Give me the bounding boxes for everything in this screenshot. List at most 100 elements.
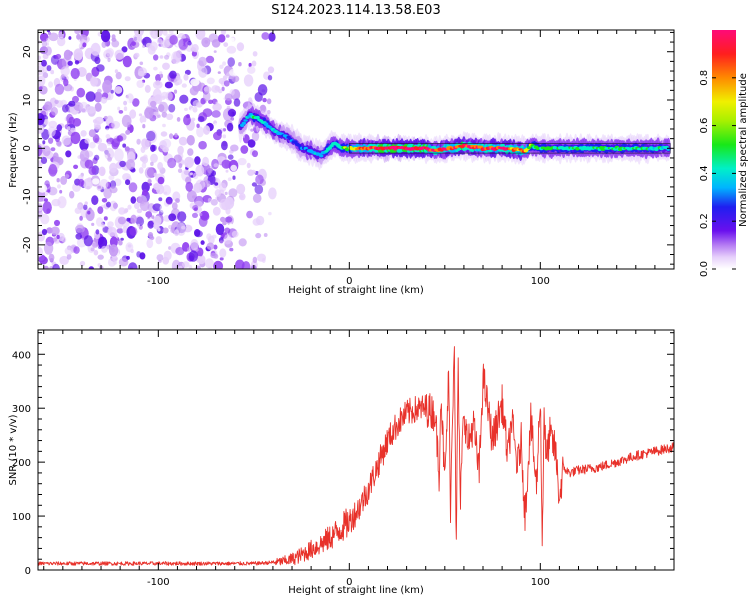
noise-blob bbox=[208, 33, 219, 43]
noise-blob bbox=[196, 126, 204, 138]
noise-blob bbox=[217, 71, 221, 74]
noise-blob bbox=[63, 78, 69, 87]
noise-blob bbox=[48, 120, 58, 129]
spectrogram-y-axis-label: Frequency (Hz) bbox=[8, 112, 19, 188]
noise-blob bbox=[52, 237, 58, 242]
noise-blob bbox=[139, 115, 147, 124]
noise-blob bbox=[138, 113, 143, 117]
noise-blob bbox=[191, 44, 199, 53]
noise-blob bbox=[76, 33, 81, 40]
noise-blob bbox=[187, 148, 194, 156]
noise-blob bbox=[229, 247, 234, 252]
noise-blob bbox=[159, 55, 164, 59]
noise-blob bbox=[136, 251, 142, 258]
noise-blob bbox=[175, 198, 180, 203]
noise-blob bbox=[139, 61, 144, 66]
noise-blob bbox=[222, 61, 227, 66]
noise-blob bbox=[57, 184, 61, 189]
noise-blob bbox=[119, 97, 130, 109]
noise-blob bbox=[114, 148, 124, 162]
noise-blob bbox=[215, 101, 219, 106]
noise-blob bbox=[162, 62, 170, 70]
noise-blob bbox=[62, 104, 69, 113]
noise-blob bbox=[116, 135, 124, 142]
noise-blob bbox=[139, 200, 145, 205]
noise-blob bbox=[169, 30, 174, 34]
spectrogram-x-axis-label: Height of straight line (km) bbox=[288, 285, 424, 296]
noise-blob bbox=[50, 226, 60, 236]
noise-blob bbox=[268, 187, 277, 200]
noise-blob bbox=[241, 261, 251, 269]
noise-blob bbox=[94, 102, 102, 112]
noise-blob bbox=[129, 226, 138, 236]
noise-blob bbox=[255, 174, 264, 185]
noise-blob bbox=[268, 32, 276, 42]
noise-blob bbox=[230, 164, 237, 172]
noise-blob bbox=[80, 130, 87, 137]
noise-blob bbox=[41, 40, 48, 48]
noise-blob bbox=[40, 213, 50, 225]
noise-blob bbox=[48, 253, 55, 262]
noise-blob bbox=[126, 255, 130, 260]
noise-blob bbox=[135, 216, 145, 227]
noise-blob bbox=[46, 37, 50, 43]
noise-blob bbox=[213, 50, 217, 53]
noise-blob bbox=[70, 68, 80, 79]
noise-blob bbox=[155, 184, 165, 195]
noise-blob bbox=[102, 79, 113, 94]
snr-series-line bbox=[38, 346, 674, 566]
noise-blob bbox=[254, 184, 264, 195]
colorbar-tick-labels: 0.0 0.2 0.4 0.6 0.8 bbox=[699, 70, 710, 277]
noise-blob bbox=[94, 56, 101, 65]
noise-blob bbox=[44, 101, 53, 111]
noise-blob bbox=[79, 101, 89, 113]
noise-blob bbox=[219, 64, 224, 70]
noise-blob bbox=[142, 139, 150, 150]
noise-blob bbox=[251, 169, 257, 175]
noise-blob bbox=[213, 131, 222, 141]
noise-blob bbox=[134, 202, 140, 210]
noise-blob bbox=[179, 94, 189, 104]
noise-blob bbox=[40, 156, 48, 164]
noise-blob bbox=[38, 183, 48, 193]
noise-blob bbox=[75, 233, 82, 240]
noise-blob bbox=[252, 193, 262, 203]
snr-y-tick-labels: 0 100 200 300 400 bbox=[12, 350, 31, 577]
noise-blob bbox=[68, 36, 72, 40]
noise-blob bbox=[186, 135, 195, 146]
noise-blob bbox=[214, 182, 219, 186]
noise-blob bbox=[38, 55, 42, 61]
noise-blob bbox=[88, 266, 94, 269]
noise-blob bbox=[198, 66, 208, 78]
noise-blob bbox=[207, 165, 213, 174]
noise-blob bbox=[41, 129, 50, 140]
noise-blob bbox=[256, 43, 267, 53]
noise-blob bbox=[95, 217, 104, 227]
snr-frame bbox=[37, 329, 675, 571]
noise-blob bbox=[75, 224, 85, 233]
noise-blob bbox=[115, 71, 122, 80]
noise-blob bbox=[224, 196, 235, 210]
snr-y-tick-label: 300 bbox=[12, 404, 31, 415]
noise-blob bbox=[202, 91, 211, 102]
noise-blob bbox=[111, 121, 121, 129]
noise-blob bbox=[262, 97, 267, 103]
noise-blob bbox=[118, 110, 124, 114]
noise-blob bbox=[70, 127, 76, 133]
noise-blob bbox=[167, 157, 177, 169]
snr-y-tick-label: 0 bbox=[25, 566, 31, 577]
snr-background bbox=[38, 330, 674, 570]
noise-blob bbox=[151, 215, 155, 220]
noise-blob bbox=[212, 123, 222, 131]
noise-blob bbox=[178, 163, 183, 169]
noise-blob bbox=[107, 258, 116, 267]
noise-blob bbox=[146, 238, 154, 249]
noise-blob bbox=[68, 100, 76, 107]
noise-blob bbox=[134, 52, 140, 58]
noise-blob bbox=[268, 211, 272, 216]
noise-blob bbox=[177, 211, 187, 223]
snr-line bbox=[38, 346, 674, 566]
noise-blob bbox=[206, 77, 215, 85]
noise-blob bbox=[228, 188, 238, 198]
